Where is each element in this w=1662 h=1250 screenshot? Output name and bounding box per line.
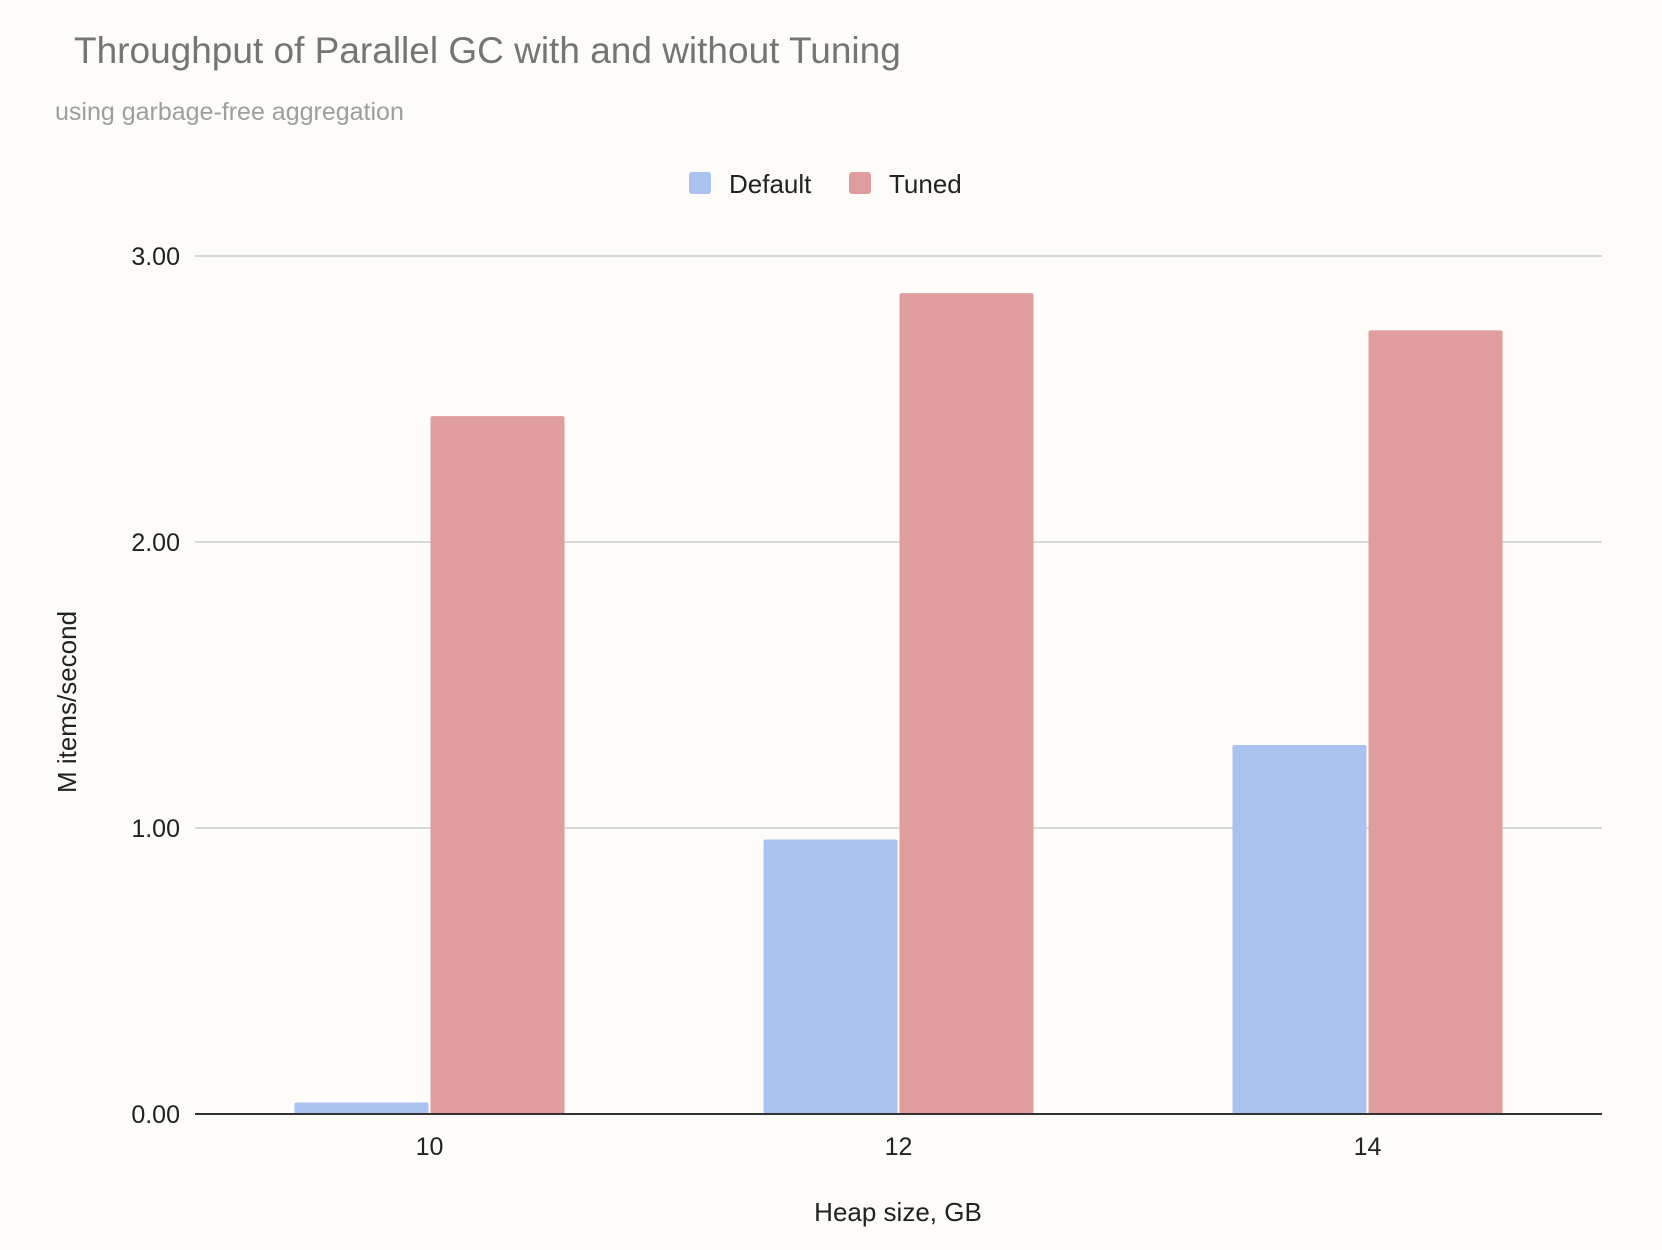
x-tick-label: 10 bbox=[416, 1133, 444, 1161]
chart-title: Throughput of Parallel GC with and witho… bbox=[74, 30, 901, 71]
y-tick-label: 1.00 bbox=[131, 815, 180, 843]
y-tick-label: 0.00 bbox=[131, 1101, 180, 1129]
legend-label-tuned: Tuned bbox=[889, 169, 962, 199]
chart-subtitle: using garbage-free aggregation bbox=[55, 98, 404, 126]
y-axis-ticks: 0.00 1.00 2.00 3.00 bbox=[131, 243, 180, 1129]
bar-default-12 bbox=[763, 839, 898, 1114]
x-axis-title: Heap size, GB bbox=[814, 1197, 982, 1227]
y-tick-label: 3.00 bbox=[131, 243, 180, 271]
bar-tuned-14 bbox=[1368, 330, 1503, 1114]
bars bbox=[294, 293, 1503, 1114]
x-tick-label: 14 bbox=[1354, 1133, 1382, 1161]
legend-swatch-default bbox=[689, 172, 711, 194]
x-axis-ticks: 10 12 14 bbox=[416, 1133, 1382, 1161]
y-tick-label: 2.00 bbox=[131, 529, 180, 557]
legend-label-default: Default bbox=[729, 169, 812, 199]
legend-swatch-tuned bbox=[849, 172, 871, 194]
gridlines bbox=[195, 255, 1602, 829]
x-tick-label: 12 bbox=[885, 1133, 913, 1161]
bar-tuned-10 bbox=[430, 416, 565, 1114]
legend: Default Tuned bbox=[689, 169, 962, 199]
bar-default-10 bbox=[294, 1102, 429, 1114]
bar-default-14 bbox=[1232, 745, 1367, 1114]
y-axis-title: M items/second bbox=[52, 611, 82, 793]
bar-tuned-12 bbox=[899, 293, 1034, 1114]
